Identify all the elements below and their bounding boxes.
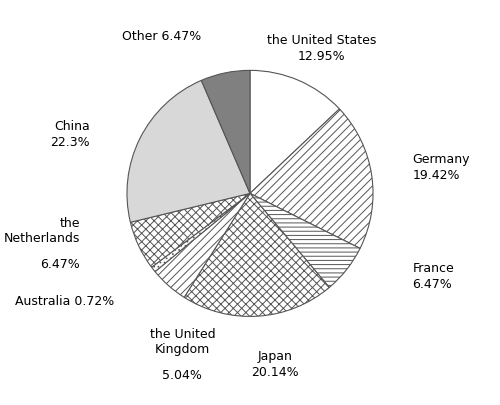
Text: 6.47%: 6.47%	[40, 258, 80, 271]
Text: the
Netherlands: the Netherlands	[4, 217, 80, 245]
Wedge shape	[202, 71, 250, 194]
Text: 6.47%: 6.47%	[412, 277, 452, 290]
Wedge shape	[127, 81, 250, 223]
Text: Japan: Japan	[257, 350, 292, 362]
Text: the United States: the United States	[266, 34, 376, 47]
Text: 20.14%: 20.14%	[251, 365, 298, 378]
Text: China: China	[54, 120, 90, 133]
Wedge shape	[155, 194, 250, 298]
Text: Germany: Germany	[412, 153, 470, 166]
Text: 22.3%: 22.3%	[50, 136, 90, 149]
Text: 5.04%: 5.04%	[162, 368, 202, 381]
Wedge shape	[250, 194, 360, 288]
Text: Other 6.47%: Other 6.47%	[122, 30, 201, 43]
Text: 19.42%: 19.42%	[412, 169, 460, 182]
Wedge shape	[130, 194, 250, 268]
Wedge shape	[250, 110, 373, 249]
Text: the United
Kingdom: the United Kingdom	[150, 327, 215, 355]
Wedge shape	[184, 194, 330, 317]
Text: 12.95%: 12.95%	[298, 50, 345, 63]
Text: Australia 0.72%: Australia 0.72%	[16, 294, 114, 307]
Wedge shape	[250, 71, 340, 194]
Wedge shape	[152, 194, 250, 272]
Text: France: France	[412, 261, 454, 274]
